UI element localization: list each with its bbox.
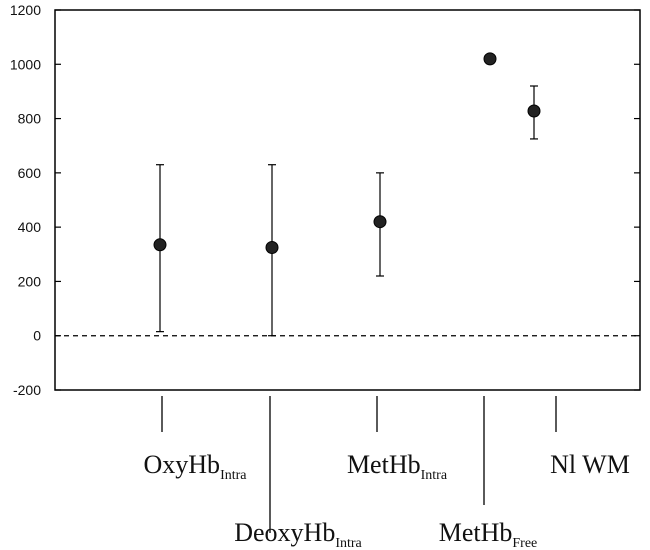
category-label-main: DeoxyHb bbox=[234, 518, 335, 547]
category-label: MetHbFree bbox=[439, 518, 538, 550]
category-label-subscript: Intra bbox=[335, 536, 362, 550]
y-tick-label: 1000 bbox=[10, 56, 41, 72]
y-tick-label: 800 bbox=[18, 111, 42, 127]
y-tick-label: -200 bbox=[13, 382, 41, 398]
category-label-main: MetHb bbox=[439, 518, 513, 547]
y-tick-label: 400 bbox=[18, 219, 42, 235]
category-label: Nl WM bbox=[550, 450, 630, 479]
data-point bbox=[265, 241, 279, 254]
y-tick-label: 1200 bbox=[10, 2, 41, 18]
y-axis: -200 0 200 400 600 800 1000 1200 bbox=[10, 2, 640, 398]
y-tick-label: 0 bbox=[33, 328, 41, 344]
category-label-main: OxyHb bbox=[144, 450, 221, 479]
data-point bbox=[153, 238, 167, 252]
category-label: OxyHbIntra bbox=[144, 450, 248, 483]
data-point bbox=[373, 215, 387, 229]
data-point bbox=[483, 52, 497, 66]
data-series bbox=[153, 52, 541, 337]
data-point bbox=[527, 104, 541, 118]
category-label-subscript: Intra bbox=[220, 468, 247, 483]
category-label: DeoxyHbIntra bbox=[234, 518, 362, 550]
category-label-main: MetHb bbox=[347, 450, 421, 479]
category-label-subscript: Free bbox=[512, 536, 537, 550]
category-label-subscript: Intra bbox=[421, 468, 448, 483]
category-labels: OxyHbIntraDeoxyHbIntraMetHbIntraMetHbFre… bbox=[144, 396, 630, 550]
plot-frame bbox=[54, 9, 641, 391]
y-tick-label: 600 bbox=[18, 165, 42, 181]
y-tick-label: 200 bbox=[18, 273, 42, 289]
category-label-main: Nl WM bbox=[550, 450, 630, 479]
category-label: MetHbIntra bbox=[347, 450, 448, 483]
